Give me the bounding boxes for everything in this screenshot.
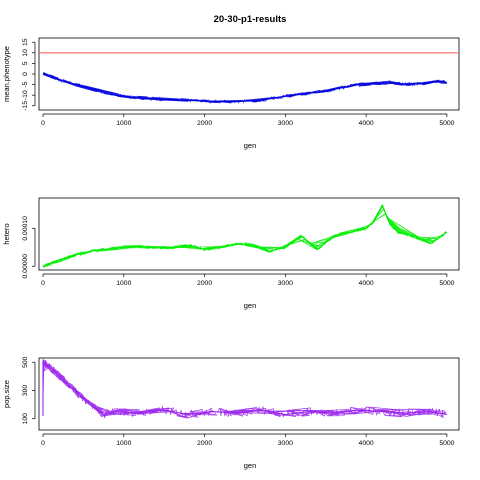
y-tick-label: 5 [22,61,29,65]
y-tick-label: -15 [22,101,29,111]
y-axis: 15 10 5 0 -5 -10-15 [22,38,36,111]
y-tick-label: 0 [22,72,29,76]
series-noise-trace [42,358,447,419]
y-axis-label: hetero [2,223,11,244]
x-tick-label: 4000 [359,280,374,287]
x-axis: 0 1000 2000 3000 4000 5000 [41,273,455,287]
series-noise [42,358,447,419]
series-line [42,361,447,416]
y-tick-label: 10 [22,49,29,57]
x-tick-label: 4000 [359,120,374,127]
x-tick-label: 5000 [439,280,454,287]
x-axis: 0 1000 2000 3000 4000 5000 [41,433,455,447]
x-tick-label: 2000 [197,280,212,287]
panel-hetero: 0 1000 2000 3000 4000 5000 0.00000 0.00010 gen… [2,197,460,310]
x-tick-label: 3000 [278,120,293,127]
y-axis: 0.00000 0.00010 [22,216,36,279]
panel-pop-size: 0 1000 2000 3000 4000 5000 100 300 500 gen pop.… [2,356,460,470]
x-tick-label: 5000 [439,440,454,447]
chart-title: 20-30-p1-results [214,14,287,25]
x-tick-label: 0 [41,120,45,127]
plot-frame [38,197,460,271]
x-axis-label: gen [244,461,257,470]
x-tick-label: 5000 [439,120,454,127]
x-tick-label: 3000 [278,280,293,287]
plot-frame [38,357,460,431]
y-tick-label: 300 [22,385,29,397]
x-tick-label: 1000 [116,440,131,447]
x-tick-label: 2000 [197,440,212,447]
y-axis: 100 300 500 [22,356,36,425]
x-tick-label: 2000 [197,120,212,127]
x-tick-label: 1000 [116,120,131,127]
plot-frame [38,37,460,111]
series-lines [42,72,447,103]
series-lines [42,361,447,416]
x-tick-label: 3000 [278,440,293,447]
y-tick-label: 0.00010 [22,216,29,241]
y-tick-label: 15 [22,38,29,46]
x-axis-label: gen [244,301,257,310]
x-tick-label: 0 [41,440,45,447]
y-axis-label: pop.size [2,380,11,408]
x-tick-label: 0 [41,280,45,287]
y-tick-label: -5 [22,81,29,87]
panel-mean-phenotype: 20-30-p1-results 0 1000 2000 3000 4000 5000 1… [2,14,460,150]
series-line [42,204,448,267]
x-tick-label: 1000 [116,280,131,287]
y-tick-label: 0.00000 [22,254,29,279]
y-tick-label: -10 [22,90,29,100]
series-line [42,72,447,103]
x-axis: 0 1000 2000 3000 4000 5000 [41,113,455,127]
x-tick-label: 4000 [359,440,374,447]
y-axis-label: mean.phenotype [2,46,11,102]
y-tick-label: 500 [22,356,29,368]
series-lines [42,204,448,267]
x-axis-label: gen [244,141,257,150]
y-tick-label: 100 [22,413,29,425]
